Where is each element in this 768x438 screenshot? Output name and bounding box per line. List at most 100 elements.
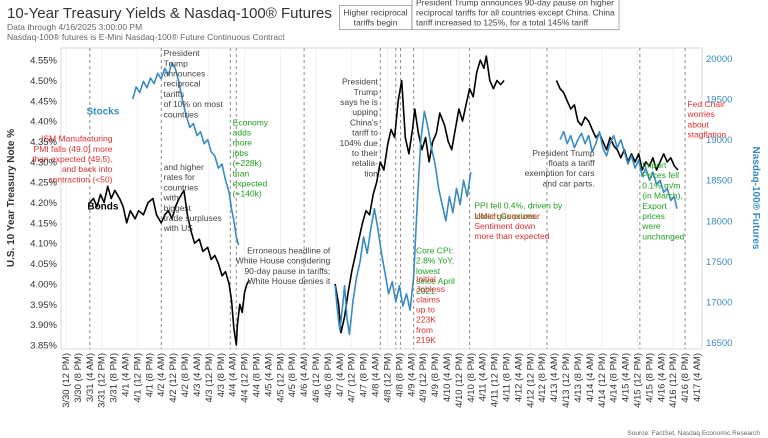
y-left-tick-label: 4.35%	[30, 137, 57, 148]
annotation-line: Higher reciprocal	[343, 7, 407, 17]
annotation-line: jobs	[232, 148, 249, 158]
annotation-line: to their	[352, 148, 378, 158]
x-tick-label: 4/12 (12 PM)	[525, 353, 536, 408]
x-tick-label: 4/9 (4 AM)	[406, 353, 417, 397]
y-left-ticks: 3.85% 3.90% 3.95% 4.00% 4.05% 4.10% 4.15% 4.20%…	[30, 56, 57, 352]
annotation-line: Trump	[164, 58, 189, 68]
x-tick-label: 4/7 (12 PM)	[347, 353, 358, 403]
annotation-line: 223K	[416, 315, 436, 325]
annotation-line: more	[233, 138, 253, 148]
annotation-line: and higher	[164, 162, 204, 172]
x-tick-label: 4/10 (8 PM)	[466, 353, 477, 403]
y-left-tick-label: 4.15%	[30, 218, 57, 229]
annotation-line: reciprocal	[164, 79, 201, 89]
x-tick-label: 4/15 (8 PM)	[644, 353, 655, 403]
chart-subtitle-date: Data through 4/16/2025 3:00:00 PM	[7, 22, 142, 32]
annotation-line: says he is	[340, 97, 378, 107]
annotation-line: tion	[364, 168, 378, 178]
annotation-line: 2021.	[416, 286, 437, 296]
x-tick-label: 4/5 (8 PM)	[287, 353, 298, 397]
y-left-axis-title: U.S. 10 Year Treasury Note %	[6, 129, 17, 267]
series-line-stocks	[131, 61, 678, 336]
annotation-line: Initial	[416, 274, 436, 284]
annotation-box	[411, 0, 620, 31]
annotation-line: exemption for cars	[525, 168, 595, 178]
x-tick-label: 3/31 (8 PM)	[109, 353, 120, 403]
x-tick-label: 4/1 (12 PM)	[132, 353, 143, 403]
annotation-line: Export	[642, 201, 667, 211]
y-left-tick-label: 4.50%	[30, 76, 57, 87]
x-tick-label: 4/12 (8 PM)	[537, 353, 548, 403]
annotation-line: from	[416, 325, 433, 335]
annotation-line: countries	[164, 182, 199, 192]
annotation-line: more than expected	[474, 231, 549, 241]
x-tick-label: 4/11 (4 AM)	[478, 353, 489, 401]
y-left-tick-label: 4.40%	[30, 117, 57, 128]
x-tick-label: 4/15 (12 PM)	[633, 353, 644, 408]
annotation-line: retalia-	[352, 158, 378, 168]
x-tick-label: 3/31 (4 AM)	[85, 353, 96, 402]
annotation-line: UMich Consumer	[474, 211, 540, 221]
annotation-line: President Trump	[532, 148, 595, 158]
x-tick-label: 4/10 (4 AM)	[442, 353, 453, 402]
annotation-line: contraction (<50)	[48, 174, 112, 184]
x-tick-label: 4/3 (12 PM)	[204, 353, 215, 403]
y-right-tick-label: 19000	[706, 135, 732, 146]
annotation-line: since April	[416, 276, 455, 286]
annotation-line: 0.1% m/m	[642, 180, 680, 190]
annotation-line: were	[641, 221, 661, 231]
annotation-line: Prices fell	[642, 170, 679, 180]
annotation-line: and car parts.	[543, 178, 595, 188]
annotation-line: up to	[416, 304, 435, 314]
x-tick-label: 4/2 (8 PM)	[180, 353, 191, 397]
y-left-tick-label: 4.45%	[30, 96, 57, 107]
x-tick-label: 4/10 (12 PM)	[454, 353, 465, 408]
x-tick-label: 4/15 (4 AM)	[621, 353, 632, 402]
annotation-line: worries	[686, 109, 714, 119]
annotation-line: President Trump announces 90-day pause o…	[416, 0, 614, 7]
annotation-line: Fed Chair	[687, 99, 724, 109]
x-tick-label: 4/2 (4 AM)	[156, 353, 167, 397]
annotation-line: unchanged	[642, 231, 684, 241]
source-note: Source: FactSet, Nasdaq Economic Researc…	[627, 430, 760, 437]
x-tick-label: 4/14 (12 PM)	[597, 353, 608, 408]
y-right-tick-label: 18500	[706, 176, 732, 187]
x-tick-label: 4/7 (4 AM)	[335, 353, 346, 397]
series-line-bonds	[89, 55, 679, 346]
event-lines	[89, 48, 686, 349]
annotation-line: President	[164, 48, 201, 58]
annotation-line: tariff to	[352, 128, 378, 138]
x-tick-label: 4/5 (12 PM)	[275, 353, 286, 403]
y-left-tick-label: 4.25%	[30, 178, 57, 189]
annotation-line: claims	[416, 294, 440, 304]
annotation: PresidentTrumpannouncesreciprocaltariffs…	[164, 48, 224, 119]
x-tick-label: 4/11 (12 PM)	[490, 353, 501, 407]
annotation: President Trump announces 90-day pause o…	[411, 0, 620, 31]
y-right-ticks: 16500 17000 17500 18000 18500 19000 19500 20000	[706, 54, 732, 349]
x-tick-label: 4/14 (4 AM)	[585, 353, 596, 402]
x-tick-label: 4/14 (8 PM)	[609, 353, 620, 403]
annotation-line: floats a tariff	[548, 158, 595, 168]
x-tick-label: 4/1 (4 AM)	[121, 353, 132, 397]
x-tick-label: 3/30 (12 PM)	[61, 353, 72, 408]
annotation-line: than	[233, 168, 250, 178]
chart-subtitle-note: Nasdaq-100® futures is E-Mini Nasdaq-100…	[7, 32, 285, 42]
annotation-box	[339, 5, 413, 31]
series-label-bonds: Bonds	[87, 202, 119, 213]
chart-title: 10-Year Treasury Yields & Nasdaq-100® Fu…	[7, 5, 332, 22]
y-left-tick-label: 4.55%	[30, 56, 57, 67]
y-left-tick-label: 4.20%	[30, 198, 57, 209]
annotation-line: announces	[164, 69, 206, 79]
annotation-line: adds	[233, 127, 251, 137]
x-tick-label: 4/16 (4 AM)	[656, 353, 667, 402]
x-tick-label: 4/7 (8 PM)	[359, 353, 370, 397]
annotation-line: President	[342, 77, 379, 87]
